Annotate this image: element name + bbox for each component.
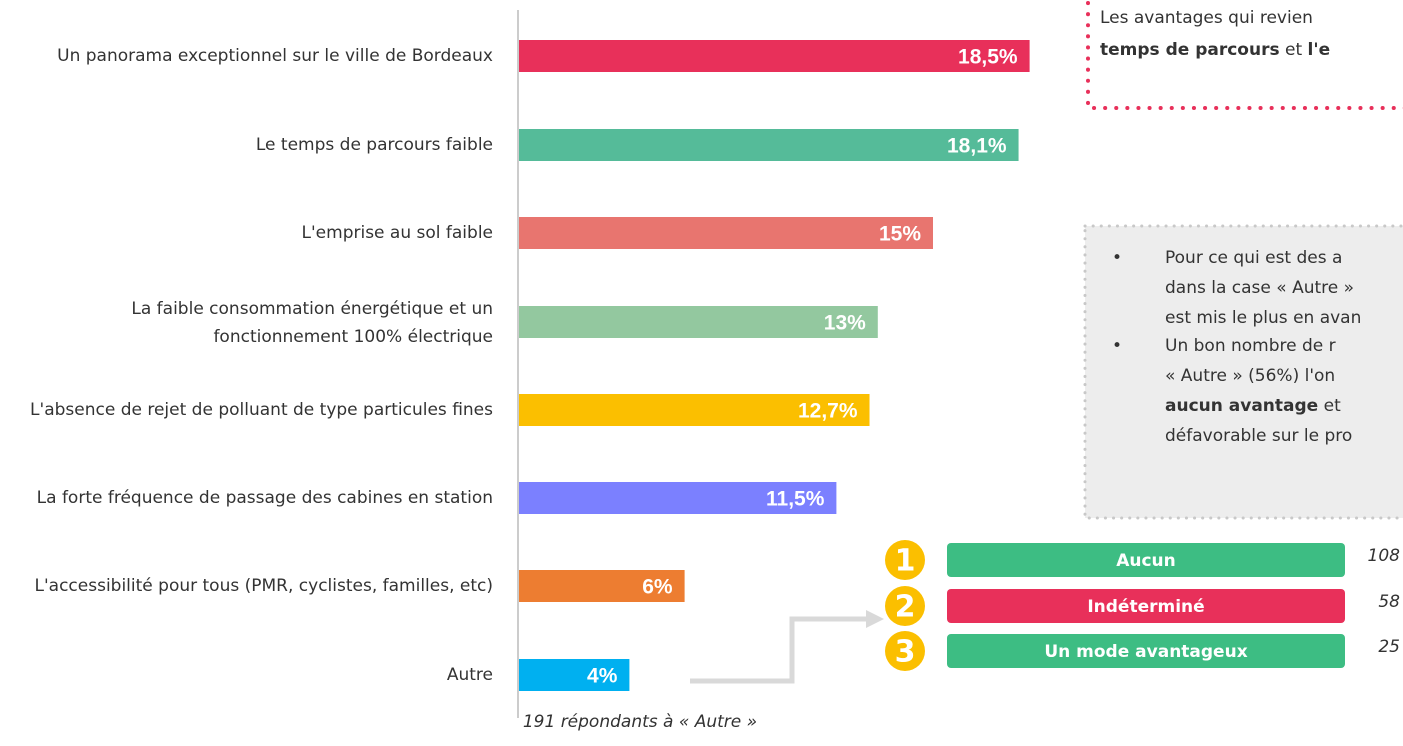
bullet: •: [1112, 248, 1122, 268]
category-label: Autre: [447, 665, 493, 685]
bar: [519, 394, 870, 426]
rank-bar: [947, 589, 1345, 623]
bar: [519, 482, 837, 514]
rank-circle: [885, 586, 925, 626]
rank-label: Un mode avantageux: [1044, 642, 1247, 662]
arrow-head: [866, 610, 884, 628]
bar: [519, 217, 933, 249]
bar: [519, 659, 630, 691]
bullet-line-segment: Un bon nombre de r: [1165, 336, 1336, 356]
bar: [519, 129, 1019, 161]
top-box-line-segment: Les avantages qui revien: [1100, 8, 1313, 28]
bar: [519, 306, 878, 338]
rank-count: 25: [1378, 637, 1400, 657]
note: 191 répondants à « Autre »: [523, 712, 757, 732]
bullet-line-segment: « Autre » (56%) l'on: [1165, 366, 1335, 386]
value-label: 18,1%: [947, 135, 1007, 158]
bullet-line-segment: aucun avantage: [1165, 396, 1318, 416]
category-label: L'accessibilité pour tous (PMR, cycliste…: [35, 576, 493, 596]
category-label: L'emprise au sol faible: [302, 223, 493, 243]
rank-label: Indéterminé: [1087, 597, 1204, 617]
value-label: 4%: [587, 665, 618, 688]
value-label: 11,5%: [766, 488, 825, 511]
rank-bar: [947, 634, 1345, 668]
rank-number: 1: [895, 544, 916, 579]
value-label: 12,7%: [798, 400, 858, 423]
bullet-line: dans la case « Autre »: [1165, 278, 1354, 298]
value-label: 15%: [879, 223, 921, 246]
bar: [519, 40, 1030, 72]
top-box-line-segment: l'e: [1308, 40, 1331, 60]
top-box-line: temps de parcours et l'e: [1100, 40, 1330, 60]
bar: [519, 570, 685, 602]
bullet-line: défavorable sur le pro: [1165, 426, 1352, 446]
bullet-line: « Autre » (56%) l'on: [1165, 366, 1335, 386]
category-label: La faible consommation énergétique et un…: [131, 299, 493, 347]
top-box-line-segment: temps de parcours: [1100, 40, 1280, 60]
category-label: L'absence de rejet de polluant de type p…: [30, 400, 493, 420]
category-label: La forte fréquence de passage des cabine…: [37, 488, 493, 508]
top-box-line: Les avantages qui revien: [1100, 8, 1313, 28]
category-line: La faible consommation énergétique et un: [131, 299, 493, 319]
value-label: 13%: [824, 312, 866, 335]
rank-number: 2: [895, 590, 916, 625]
bullet-box: [1083, 224, 1403, 520]
bullet-line-segment: Pour ce qui est des a: [1165, 248, 1342, 268]
bullet-line: Pour ce qui est des a: [1165, 248, 1342, 268]
bullet-line: aucun avantage et: [1165, 396, 1341, 416]
rank-number: 3: [895, 635, 916, 670]
top-box-line-segment: et: [1280, 40, 1308, 60]
rank-count: 108: [1368, 546, 1401, 566]
rank-circle: [885, 540, 925, 580]
category-line: fonctionnement 100% électrique: [213, 327, 493, 347]
category-label: Un panorama exceptionnel sur le ville de…: [57, 46, 493, 66]
bullet-line-segment: défavorable sur le pro: [1165, 426, 1352, 446]
rank-bar: [947, 543, 1345, 577]
bullet-line-segment: est mis le plus en avan: [1165, 308, 1361, 328]
bullet: •: [1112, 336, 1122, 356]
rank-count: 58: [1378, 592, 1400, 612]
arrow: [690, 616, 868, 684]
bullet-line: Un bon nombre de r: [1165, 336, 1336, 356]
bullet-line: est mis le plus en avan: [1165, 308, 1361, 328]
rank-circle: [885, 631, 925, 671]
bullet-line-segment: et: [1318, 396, 1341, 416]
value-label: 18,5%: [958, 46, 1018, 69]
category-label: Le temps de parcours faible: [256, 135, 493, 155]
value-label: 6%: [642, 576, 673, 599]
rank-label: Aucun: [1116, 551, 1176, 571]
bullet-line-segment: dans la case « Autre »: [1165, 278, 1354, 298]
